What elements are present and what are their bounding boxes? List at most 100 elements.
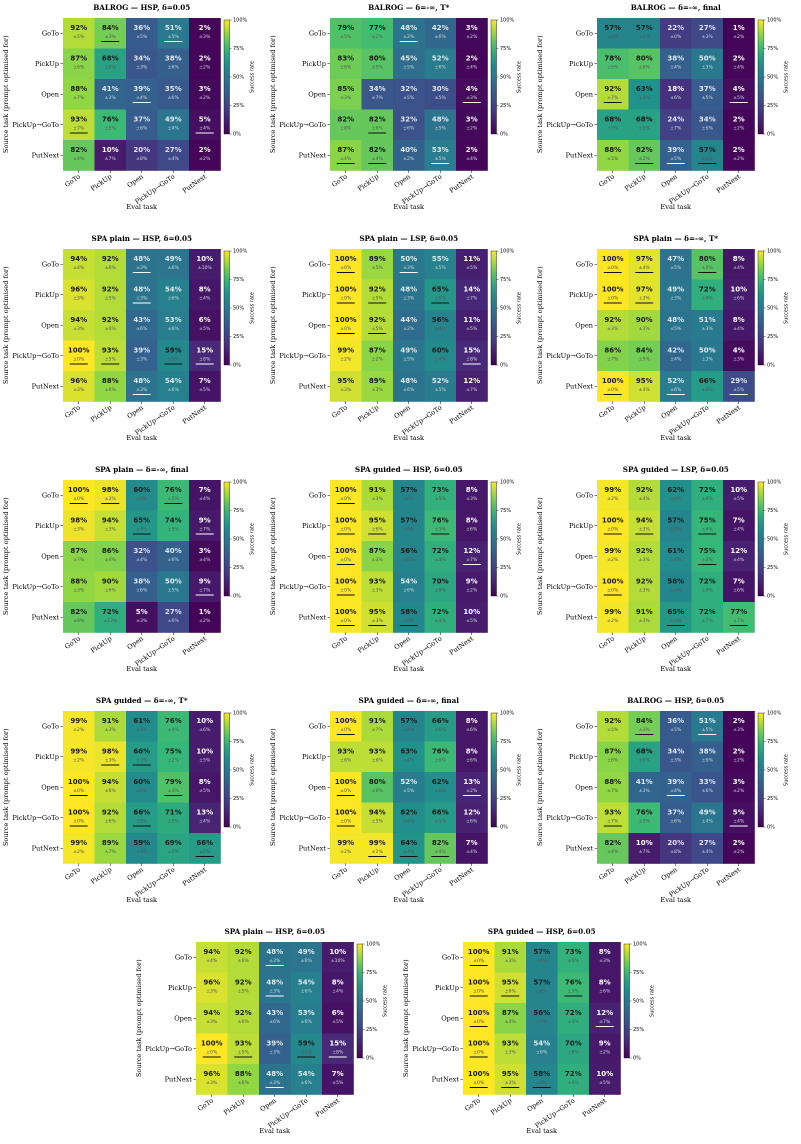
cell-value: 57%: [636, 24, 653, 32]
heatmap-cell: [456, 340, 488, 372]
panel-title: SPA guided — LSP, δ=0.05: [623, 465, 729, 474]
heatmap-cell: [691, 833, 724, 864]
cell-error: ±3%: [372, 387, 384, 393]
cell-value: 20%: [133, 146, 150, 154]
cell-value: 89%: [369, 377, 386, 385]
cell-value: 38%: [133, 578, 150, 586]
cell-error: ±2%: [199, 65, 211, 71]
panel-title: SPA plain — HSP, δ=0.05: [225, 927, 326, 936]
cell-value: 66%: [133, 748, 150, 756]
cell-value: 82%: [432, 839, 449, 847]
row-label: GoTo: [42, 261, 59, 269]
cell-value: 92%: [235, 948, 252, 956]
cell-error: ±5%: [435, 265, 447, 271]
heatmap-cell: [189, 48, 221, 80]
heatmap-cell: [157, 510, 190, 542]
heatmap-cell: [691, 571, 724, 603]
heatmap-cell: [330, 833, 362, 864]
heatmap-cell: [126, 79, 158, 110]
cell-value: 66%: [133, 809, 150, 817]
colorbar-tick-label: 100%: [767, 711, 782, 717]
cell-value: 33%: [699, 778, 716, 786]
heatmap-cell: [361, 48, 394, 80]
cell-error: ±2%: [403, 34, 415, 40]
cell-value: 99%: [337, 839, 354, 847]
heatmap-cell: [597, 741, 629, 773]
cell-error: ±5%: [639, 126, 651, 132]
cell-error: ±6%: [301, 989, 313, 995]
cell-value: 91%: [369, 717, 386, 725]
cell-error: ±10%: [331, 958, 346, 964]
cell-value: 93%: [604, 809, 621, 817]
heatmap-cell: [456, 48, 488, 80]
heatmap-cell: [196, 1003, 228, 1034]
cell-error: ±3%: [607, 326, 619, 332]
cell-error: ±4%: [168, 727, 180, 733]
colorbar-label: Success rate: [784, 523, 790, 555]
cell-error: ±5%: [372, 326, 384, 332]
cell-value: 68%: [102, 55, 119, 63]
cell-error: ±3%: [340, 95, 352, 101]
cell-value: 99%: [604, 486, 621, 494]
y-axis-title: Source task (prompt optimised for): [536, 266, 544, 384]
cell-value: 20%: [667, 839, 684, 847]
cell-value: 68%: [604, 116, 621, 124]
cell-value: 100%: [468, 1070, 490, 1078]
colorbar: [490, 250, 497, 366]
cell-value: 53%: [298, 1009, 315, 1017]
heatmap-cell: [597, 602, 629, 633]
cell-value: 30%: [432, 85, 449, 93]
cell-error: ±4%: [466, 156, 478, 162]
heatmap-cell: [526, 1033, 558, 1065]
cell-value: 87%: [369, 347, 386, 355]
cell-error: ±6%: [505, 989, 517, 995]
colorbar-tick-label: 50%: [767, 75, 778, 81]
cell-error: ±8%: [73, 618, 85, 624]
cell-error: ±4%: [199, 819, 211, 825]
heatmap-cell: [424, 79, 457, 110]
cell-value: 7%: [199, 377, 211, 385]
cell-value: 3%: [466, 116, 478, 124]
cell-error: ±2%: [372, 357, 384, 363]
heatmap-cell: [597, 279, 629, 311]
cell-value: 82%: [369, 116, 386, 124]
cell-error: ±5%: [199, 758, 211, 764]
cell-error: ±2%: [340, 357, 352, 363]
cell-value: 8%: [733, 316, 745, 324]
heatmap-cell: [63, 571, 95, 603]
row-label: PickUp→GoTo: [279, 121, 326, 129]
cell-value: 8%: [332, 979, 344, 987]
heatmap-cell: [463, 1033, 495, 1065]
heatmap-cell: [361, 741, 394, 773]
row-label: Open: [575, 553, 594, 561]
cell-error: ±4%: [733, 527, 745, 533]
cell-value: 8%: [199, 286, 211, 294]
colorbar-tick-label: 75%: [500, 508, 511, 514]
cell-error: ±3%: [105, 95, 117, 101]
cell-value: 65%: [133, 517, 150, 525]
cell-value: 96%: [70, 377, 87, 385]
col-label: PutNext: [448, 865, 475, 887]
col-label: Open: [660, 865, 680, 882]
cell-error: ±5%: [168, 849, 180, 855]
cell-error: ±0%: [607, 588, 619, 594]
heatmap-cell: [691, 802, 724, 834]
cell-error: ±7%: [105, 156, 117, 162]
colorbar-tick-label: 50%: [767, 768, 778, 774]
cell-error: ±5%: [670, 527, 682, 533]
cell-error: ±5%: [733, 387, 745, 393]
heatmap-cell: [597, 249, 629, 280]
cell-value: 51%: [165, 24, 182, 32]
cell-error: ±4%: [733, 326, 745, 332]
x-axis-title: Eval task: [259, 1127, 291, 1135]
cell-value: 2%: [733, 839, 745, 847]
row-label: PickUp→GoTo: [546, 583, 593, 591]
colorbar-label: Success rate: [250, 523, 256, 555]
heatmap-cell: [628, 571, 661, 603]
heatmap-cell: [227, 942, 260, 973]
heatmap-cell: [597, 310, 629, 341]
cell-value: 2%: [466, 55, 478, 63]
heatmap-cell: [526, 972, 558, 1004]
cell-value: 54%: [533, 1040, 550, 1048]
